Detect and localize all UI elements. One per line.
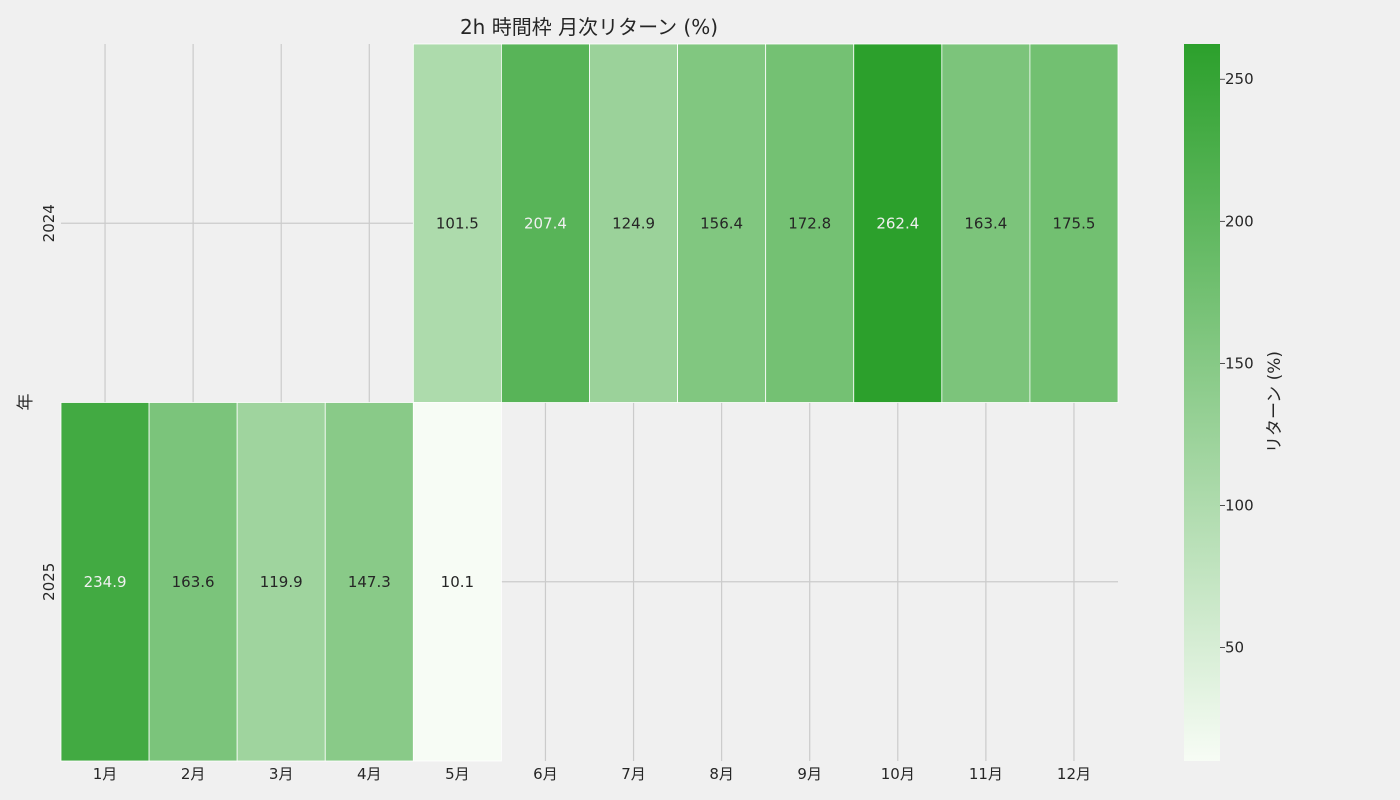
heatmap-cell [324,402,414,762]
cell-value-label: 163.4 [964,214,1007,232]
chart-title: 2h 時間枠 月次リターン (%) [460,15,718,39]
colorbar-label: リターン (%) [1265,351,1285,453]
heatmap-cell [412,402,502,762]
heatmap-cell [412,43,502,403]
heatmap-cell [589,43,678,403]
x-tick-label: 2月 [181,765,206,783]
heatmap-cell [148,402,238,762]
cell-value-label: 234.9 [84,573,127,591]
cell-value-label: 262.4 [876,214,919,232]
colorbar-tick-label: 50 [1225,639,1244,657]
x-tick-label: 7月 [621,765,646,783]
heatmap-cell [60,402,150,762]
colorbar-tick-label: 150 [1225,354,1254,372]
x-tick-label: 4月 [357,765,382,783]
x-tick-label: 6月 [533,765,558,783]
cell-value-label: 119.9 [260,573,303,591]
x-tick-label: 11月 [969,765,1003,783]
y-axis-label: 年 [16,394,36,411]
colorbar-tick-label: 200 [1225,212,1254,230]
cell-value-label: 156.4 [700,214,743,232]
cell-value-label: 147.3 [348,573,391,591]
heatmap-cell [1029,43,1119,403]
heatmap-cell [765,43,855,403]
y-tick-label: 2024 [40,204,58,242]
heatmap-cell [941,43,1031,403]
heatmap-cells: 101.5 207.4 124.9 156.4 172.8 262.4 163.4 175.5… [60,43,1119,762]
colorbar-ticks: 50 100 150 200 250 [1220,70,1254,657]
x-tick-label: 9月 [797,765,822,783]
y-tick-label: 2025 [40,563,58,601]
x-tick-label: 12月 [1057,765,1091,783]
cell-value-label: 175.5 [1052,214,1095,232]
x-tick-labels: 1月 2月 3月 4月 5月 6月 7月 8月 9月 10月 11月 12月 [93,765,1091,783]
cell-value-label: 172.8 [788,214,831,232]
cell-value-label: 101.5 [436,214,479,232]
x-tick-label: 1月 [93,765,118,783]
cell-value-label: 163.6 [172,573,215,591]
colorbar-tick-label: 250 [1225,70,1254,88]
colorbar [1184,44,1220,761]
cell-value-label: 10.1 [441,573,474,591]
x-tick-label: 10月 [881,765,915,783]
cell-value-label: 207.4 [524,214,567,232]
colorbar-tick-label: 100 [1225,497,1254,515]
x-tick-label: 3月 [269,765,294,783]
heatmap-cell [853,43,943,403]
cell-value-label: 124.9 [612,214,655,232]
heatmap-cell [236,402,326,762]
x-tick-label: 5月 [445,765,470,783]
x-tick-label: 8月 [709,765,734,783]
y-tick-labels: 2024 2025 [40,204,58,601]
